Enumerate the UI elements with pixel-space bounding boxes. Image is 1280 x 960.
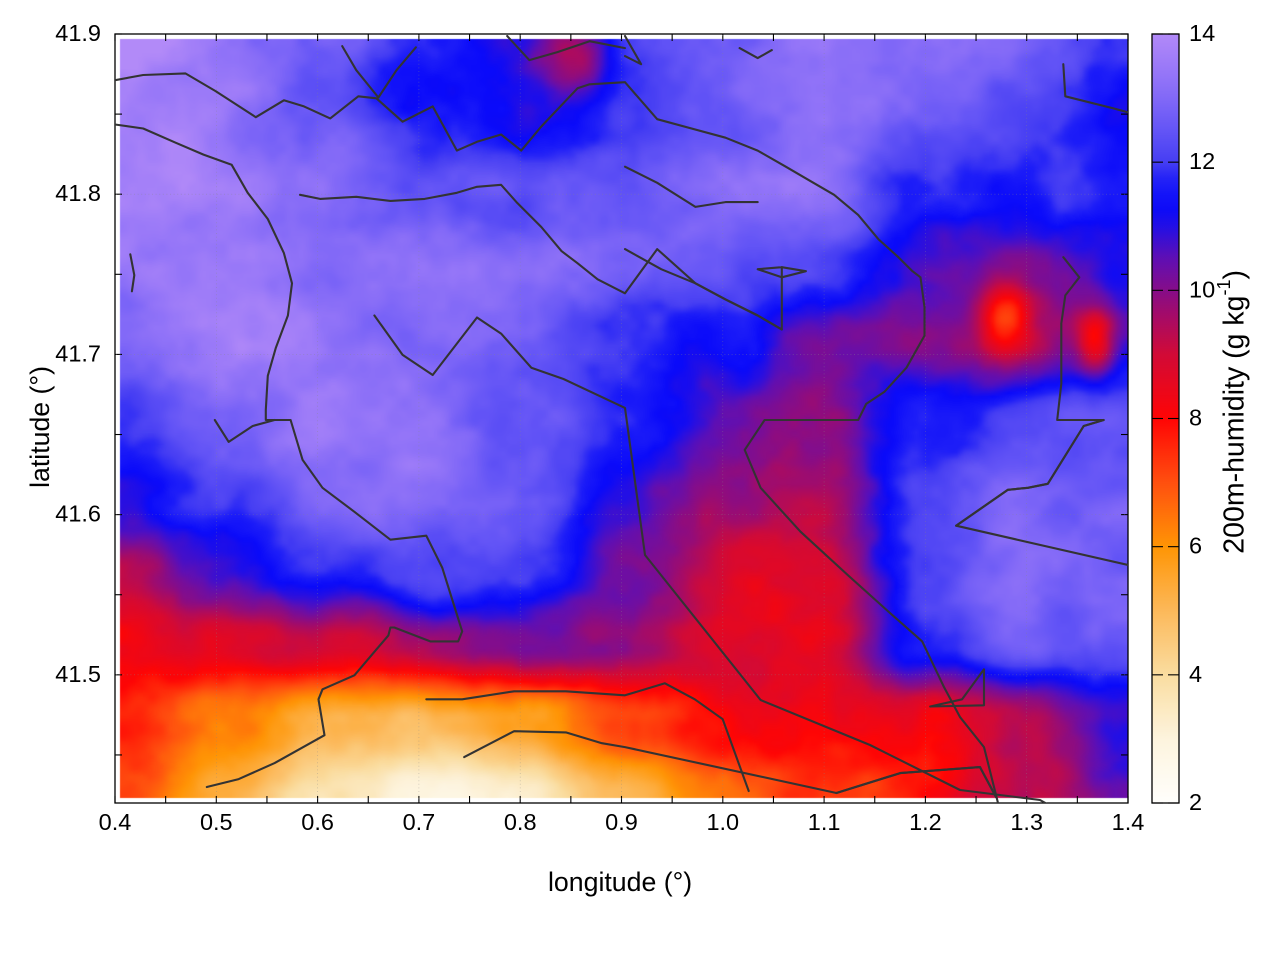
svg-text:0.5: 0.5 — [200, 809, 233, 835]
svg-text:41.9: 41.9 — [55, 20, 101, 46]
svg-text:0.7: 0.7 — [403, 809, 436, 835]
svg-text:1.3: 1.3 — [1010, 809, 1043, 835]
svg-text:1.1: 1.1 — [808, 809, 841, 835]
svg-text:1.4: 1.4 — [1112, 809, 1145, 835]
svg-text:10: 10 — [1189, 276, 1215, 302]
svg-text:0.9: 0.9 — [605, 809, 638, 835]
svg-text:14: 14 — [1189, 20, 1215, 46]
svg-text:12: 12 — [1189, 148, 1215, 174]
svg-text:8: 8 — [1189, 405, 1202, 431]
svg-text:0.4: 0.4 — [99, 809, 132, 835]
svg-text:41.6: 41.6 — [55, 501, 101, 527]
svg-text:41.8: 41.8 — [55, 180, 101, 206]
svg-text:41.5: 41.5 — [55, 661, 101, 687]
svg-text:1.0: 1.0 — [706, 809, 739, 835]
svg-text:41.7: 41.7 — [55, 340, 101, 366]
svg-text:6: 6 — [1189, 533, 1202, 559]
svg-text:0.8: 0.8 — [504, 809, 537, 835]
svg-text:2: 2 — [1189, 789, 1202, 815]
svg-text:1.2: 1.2 — [909, 809, 942, 835]
svg-text:0.6: 0.6 — [301, 809, 334, 835]
svg-text:4: 4 — [1189, 661, 1202, 687]
